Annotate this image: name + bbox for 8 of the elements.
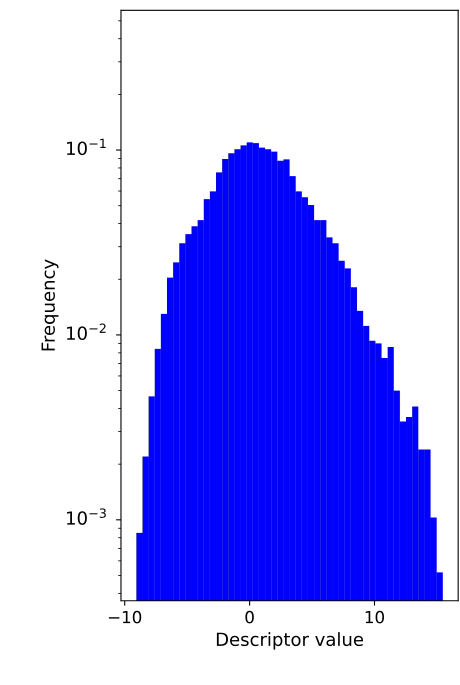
x-tick-label: −10	[108, 610, 142, 624]
x-axis-title: Descriptor value	[216, 632, 364, 650]
y-tick-label: 10$^{−3}$	[67, 508, 106, 525]
y-axis-title: Frequency	[42, 259, 58, 350]
y-tick-label: 10$^{−2}$	[67, 323, 106, 340]
y-tick-label: 10$^{−1}$	[67, 138, 106, 156]
x-tick-label: 10	[366, 610, 384, 624]
x-tick-label: 0	[245, 610, 254, 624]
